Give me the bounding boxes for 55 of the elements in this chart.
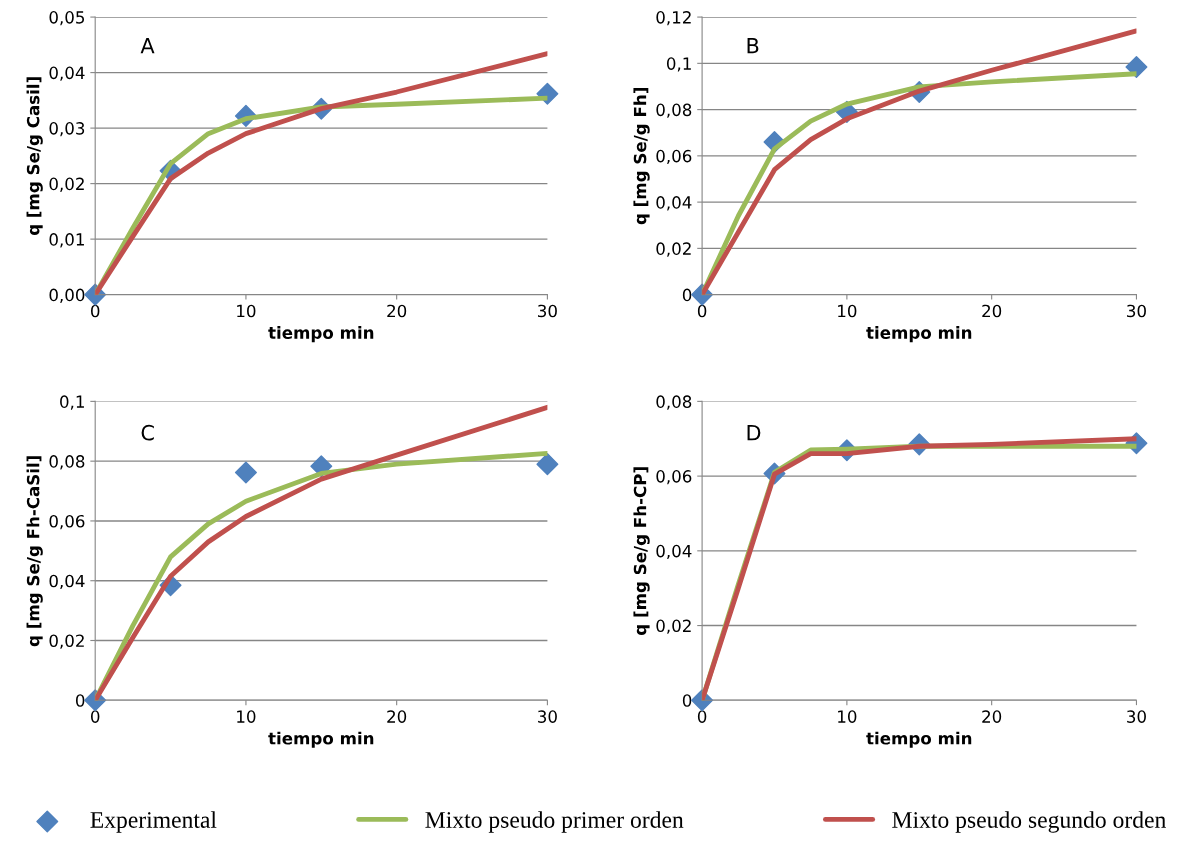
x-tick-label: 20 (387, 710, 407, 723)
x-axis-title: tiempo min (268, 731, 374, 748)
x-tick-label: 0 (697, 710, 707, 723)
y-tick-label: 0,08 (656, 103, 692, 118)
x-axis-title: tiempo min (866, 731, 972, 748)
y-tick-label: 0,04 (49, 66, 85, 81)
legend-label: Mixto pseudo primer orden (425, 811, 684, 833)
y-tick-label: 0,04 (656, 544, 692, 560)
y-tick-label: 0,02 (656, 619, 691, 634)
y-tick-label: 0,04 (656, 196, 692, 211)
x-tick-label: 20 (387, 304, 407, 318)
y-tick-label: 0,06 (656, 470, 692, 485)
y-tick-label: 0,02 (49, 634, 84, 649)
legend-label: Experimental (90, 811, 217, 833)
x-tick-label: 30 (538, 304, 557, 318)
y-axis-title: q [mg Se/g Casil] (26, 77, 43, 236)
y-tick-label: 0,05 (49, 11, 85, 26)
annotation: D (747, 425, 761, 441)
y-tick-label: 0,08 (656, 395, 692, 410)
y-tick-label: 0,08 (49, 455, 85, 470)
y-tick-label: 0,03 (49, 122, 85, 137)
y-tick-label: 0,02 (49, 177, 84, 192)
x-tick-label: 30 (538, 710, 557, 723)
y-tick-label: 0,1 (60, 395, 84, 410)
y-tick-label: 0,1 (666, 57, 691, 72)
y-axis-title: q [mg Se/g Fh-CaSil] (26, 456, 43, 647)
legend-label: Mixto pseudo segundo orden (892, 811, 1166, 833)
x-tick-label: 30 (1127, 710, 1146, 723)
x-tick-label: 0 (697, 304, 707, 318)
x-tick-label: 10 (838, 710, 857, 723)
y-tick-label: 0 (682, 288, 692, 302)
y-axis-title: q [mg Se/g Fh-CP] (633, 467, 650, 635)
y-tick-label: 0,06 (49, 514, 85, 530)
y-tick-label: 0,00 (49, 288, 85, 303)
x-tick-label: 0 (91, 304, 100, 318)
annotation: B (747, 37, 759, 54)
y-tick-label: 0,01 (49, 233, 84, 248)
y-tick-label: 0,06 (656, 149, 692, 165)
x-tick-label: 0 (91, 710, 100, 723)
y-tick-label: 0 (682, 694, 692, 707)
y-tick-label: 0,02 (656, 242, 691, 257)
x-tick-label: 10 (838, 304, 857, 318)
x-tick-label: 20 (982, 710, 1002, 723)
y-tick-label: 0,04 (49, 574, 85, 589)
annotation: A (140, 37, 155, 54)
y-axis-title: q [mg Se/g Fh] (633, 88, 650, 225)
x-tick-label: 10 (237, 710, 256, 723)
annotation: C (141, 424, 154, 441)
y-tick-label: 0,12 (656, 11, 691, 26)
x-tick-label: 10 (237, 304, 256, 318)
x-tick-label: 30 (1127, 304, 1146, 318)
x-axis-title: tiempo min (866, 326, 972, 343)
x-tick-label: 20 (982, 304, 1002, 318)
y-tick-label: 0 (75, 694, 85, 707)
x-axis-title: tiempo min (268, 326, 374, 343)
